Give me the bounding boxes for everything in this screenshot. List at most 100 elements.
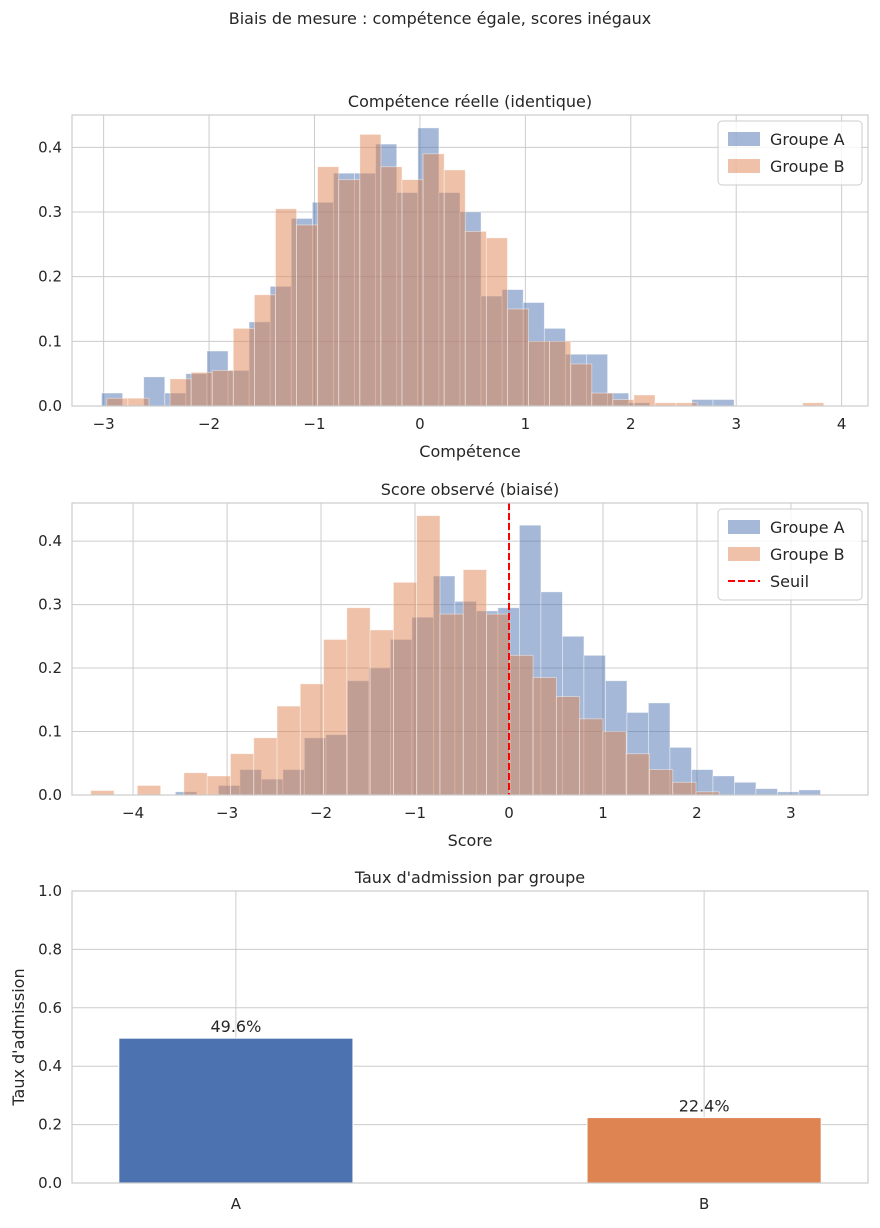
histogram-bar	[509, 654, 534, 796]
histogram-bar	[528, 340, 551, 407]
legend: Groupe A Groupe B Seuil	[717, 508, 863, 601]
histogram-bar	[183, 772, 208, 796]
y-tick-label: 0.0	[38, 1174, 62, 1192]
histogram-bar	[443, 169, 466, 407]
legend-label: Groupe A	[770, 518, 845, 537]
legend-label: Groupe B	[770, 157, 845, 176]
y-tick-label: 0.2	[38, 268, 62, 286]
histogram-bar	[90, 790, 115, 796]
y-tick-label: 0.3	[38, 203, 62, 221]
x-tick-label: 1	[521, 415, 531, 433]
histogram-bar	[401, 179, 424, 407]
series-groupe-b	[90, 515, 720, 796]
legend-label: Groupe A	[770, 130, 845, 149]
x-tick-label: −1	[404, 804, 426, 822]
y-tick-label: 0.0	[38, 397, 62, 415]
legend-swatch-groupe-a	[728, 132, 760, 146]
histogram-bar	[625, 753, 650, 796]
legend: Groupe A Groupe B	[717, 120, 863, 186]
bar-a	[118, 1037, 354, 1184]
histogram-bar	[532, 677, 557, 796]
bar-value-label: 22.4%	[679, 1097, 730, 1116]
x-tick-label: −2	[198, 415, 220, 433]
histogram-bar	[253, 294, 276, 407]
histogram-bar	[275, 208, 297, 407]
histogram-bar	[570, 363, 593, 407]
histogram-bar	[190, 371, 213, 407]
y-tick-label: 0.4	[38, 532, 62, 550]
histogram-bar	[555, 696, 581, 796]
histogram-bar	[549, 340, 572, 407]
histogram-bar	[299, 683, 324, 796]
histogram-bar	[380, 166, 403, 407]
histogram-bar	[276, 705, 301, 796]
score-histogram-panel: Score observé (biaisé) Score 0.0 0.1 0.2 0.3 0…	[38, 480, 869, 850]
legend-swatch-groupe-b	[728, 159, 760, 173]
y-tick-label: 0.0	[38, 786, 62, 804]
histogram-bar	[359, 133, 382, 407]
histogram-bar	[633, 394, 656, 407]
histogram-bar	[734, 781, 757, 796]
x-tick-label: −1	[303, 415, 325, 433]
histogram-bar	[712, 399, 735, 407]
histogram-bar	[253, 737, 278, 796]
histogram-bar	[206, 775, 231, 796]
histogram-bar	[338, 179, 361, 407]
x-tick-label: 0	[415, 415, 425, 433]
histogram-bar	[591, 392, 614, 407]
histogram-bar	[602, 731, 627, 796]
x-tick-label: −2	[310, 804, 332, 822]
histogram-bar	[755, 788, 778, 796]
axes-frame	[71, 114, 869, 407]
y-tick-label: 0.2	[38, 1116, 62, 1134]
axes-title: Score observé (biaisé)	[381, 480, 560, 499]
x-tick-label: −3	[93, 415, 115, 433]
histogram-bar	[416, 515, 441, 796]
histogram-bar	[579, 718, 604, 796]
competence-histogram-panel: Compétence réelle (identique) Compétence 0…	[38, 92, 869, 461]
axes-frame	[71, 890, 869, 1184]
x-tick-label: 4	[837, 415, 847, 433]
axes-title: Compétence réelle (identique)	[348, 92, 592, 111]
histogram-bar	[507, 308, 529, 407]
figure-title: Biais de mesure : compétence égale, scor…	[229, 9, 652, 28]
x-tick-label: B	[699, 1195, 709, 1213]
histogram-bar	[106, 397, 129, 407]
bar-b	[586, 1117, 822, 1184]
histogram-bar	[136, 785, 162, 796]
histogram-bar	[439, 613, 464, 796]
histogram-bar	[612, 399, 635, 407]
y-tick-label: 0.8	[38, 940, 62, 958]
y-tick-label: 0.1	[38, 723, 62, 741]
histogram-bar	[127, 397, 150, 407]
x-tick-label: 3	[786, 804, 796, 822]
histogram-bar	[346, 607, 371, 796]
x-tick-label: 3	[731, 415, 741, 433]
x-axis-label: Compétence	[419, 442, 520, 461]
histogram-bar	[169, 378, 192, 407]
y-tick-label: 0.4	[38, 138, 62, 156]
histogram-bar	[798, 789, 821, 796]
x-axis-label: Score	[448, 831, 493, 850]
legend-swatch-groupe-a	[728, 520, 760, 534]
axes-title: Taux d'admission par groupe	[354, 868, 585, 887]
legend-label: Groupe B	[770, 545, 845, 564]
bar-value-label: 49.6%	[210, 1017, 261, 1036]
histogram-bar	[393, 581, 418, 796]
admission-bar-panel: 49.6% 22.4% Taux d'admission par groupe Tau…	[9, 868, 869, 1213]
x-tick-label: 0	[504, 804, 514, 822]
histogram-bar	[485, 237, 508, 407]
x-tick-label: 1	[598, 804, 608, 822]
x-tick-label: 2	[692, 804, 702, 822]
x-tick-label: A	[231, 1195, 242, 1213]
x-tick-label: 2	[626, 415, 636, 433]
y-tick-label: 1.0	[38, 882, 62, 900]
x-tick-label: −4	[122, 804, 144, 822]
y-tick-label: 0.2	[38, 659, 62, 677]
histogram-bar	[323, 639, 348, 796]
histogram-bar	[230, 753, 255, 796]
histogram-bar	[649, 769, 674, 796]
legend-swatch-groupe-b	[728, 547, 760, 561]
histogram-bar	[672, 781, 697, 796]
